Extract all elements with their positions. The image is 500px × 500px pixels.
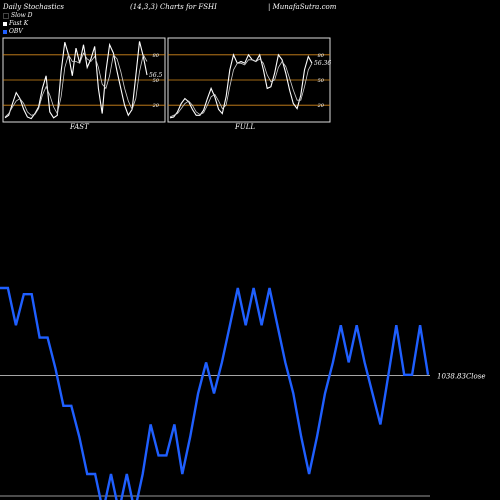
fast-last-value-label: 56.5: [149, 72, 163, 79]
fast-series-fast-k: [4, 41, 148, 120]
header-center: (14,3,3) Charts for FSHI: [130, 3, 217, 11]
legend-obv: OBV: [3, 28, 23, 35]
obv-last-value-label: 1038.83Close: [437, 373, 486, 381]
legend-swatch-slow-d: [3, 12, 9, 19]
full-level-label: 20: [317, 103, 325, 109]
full-series-slow-d: [169, 58, 313, 118]
header-right: | MunafaSutra.com: [268, 3, 337, 11]
fast-level-label: 20: [152, 103, 160, 109]
fast-panel-label: FAST: [69, 123, 90, 131]
full-series-fast-k: [169, 53, 313, 119]
legend-swatch-fast-k: [3, 21, 7, 26]
fast-series-slow-d: [4, 52, 148, 118]
legend-fast-k: Fast K: [3, 20, 28, 27]
full-panel-label: FULL: [234, 123, 255, 131]
legend-label-slow-d: Slow D: [11, 12, 33, 19]
legend-label-obv: OBV: [9, 28, 23, 35]
legend-swatch-obv: [3, 29, 7, 34]
full-level-label: 80: [318, 53, 325, 59]
fast-level-label: 80: [153, 53, 160, 59]
obv-series-line: [0, 286, 430, 500]
full-level-label: 50: [318, 78, 325, 84]
legend-slow-d: Slow D: [3, 12, 33, 19]
fast-level-label: 50: [153, 78, 160, 84]
full-last-value-label: 56.36: [314, 60, 331, 67]
legend-label-fast-k: Fast K: [9, 20, 29, 27]
header-left: Daily Stochastics: [3, 3, 65, 11]
